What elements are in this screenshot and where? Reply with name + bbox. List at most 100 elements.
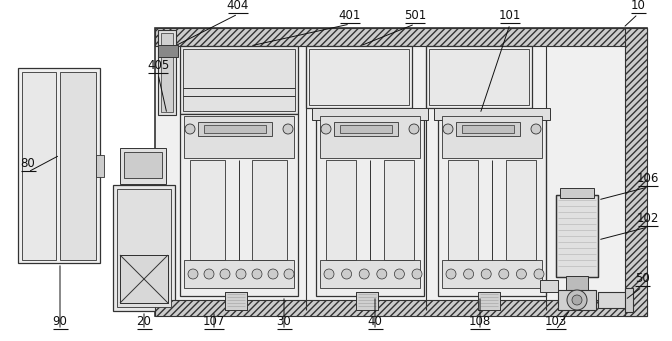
Circle shape [531, 124, 541, 134]
Bar [448, 160, 478, 260]
Circle shape [499, 269, 509, 279]
Text: 404: 404 [227, 0, 249, 12]
Bar [155, 28, 647, 46]
Circle shape [464, 269, 474, 279]
Text: 405: 405 [147, 59, 169, 72]
Circle shape [516, 269, 526, 279]
Bar [306, 46, 412, 108]
Bar [429, 49, 529, 105]
Text: 501: 501 [404, 9, 426, 22]
Bar [60, 72, 96, 260]
Text: 40: 40 [368, 315, 382, 328]
Text: 80: 80 [21, 157, 36, 170]
Bar [334, 122, 398, 136]
Bar [540, 280, 558, 292]
Bar [556, 195, 598, 277]
Text: 10: 10 [630, 0, 645, 12]
Bar [340, 125, 392, 133]
Bar [438, 114, 546, 296]
Circle shape [481, 269, 491, 279]
Bar [180, 114, 298, 296]
Circle shape [321, 124, 331, 134]
Bar [309, 49, 409, 105]
Bar [155, 300, 647, 316]
Bar [384, 160, 414, 260]
Text: 106: 106 [637, 172, 659, 185]
Circle shape [283, 124, 293, 134]
Text: 108: 108 [469, 315, 491, 328]
Text: 103: 103 [545, 315, 567, 328]
Bar [198, 122, 272, 136]
Bar [96, 155, 104, 177]
Bar [560, 188, 594, 198]
Circle shape [220, 269, 230, 279]
Bar [117, 189, 171, 307]
Bar [158, 30, 176, 115]
Bar [356, 292, 378, 310]
Bar [180, 46, 298, 114]
Circle shape [252, 269, 262, 279]
Bar [320, 116, 420, 158]
Circle shape [412, 269, 422, 279]
Bar [184, 116, 294, 158]
Text: 50: 50 [634, 272, 649, 285]
Bar [326, 160, 356, 260]
Circle shape [534, 269, 544, 279]
Circle shape [360, 269, 369, 279]
Circle shape [567, 290, 587, 310]
Bar [184, 260, 294, 288]
Circle shape [377, 269, 387, 279]
Text: 401: 401 [339, 9, 361, 22]
Circle shape [188, 269, 198, 279]
Bar [556, 195, 598, 277]
Bar [161, 33, 173, 112]
Bar [598, 292, 628, 308]
Bar [456, 122, 520, 136]
Bar [120, 255, 168, 303]
Bar [155, 28, 647, 316]
Bar [478, 292, 500, 310]
Circle shape [443, 124, 453, 134]
Circle shape [236, 269, 246, 279]
Bar [625, 28, 647, 316]
Bar [190, 160, 225, 260]
Bar [158, 45, 178, 57]
Circle shape [284, 269, 294, 279]
Circle shape [409, 124, 419, 134]
Bar [316, 114, 424, 296]
Bar [566, 276, 588, 290]
Bar [320, 260, 420, 288]
Text: 101: 101 [499, 9, 521, 22]
Circle shape [446, 269, 456, 279]
Bar [625, 288, 633, 312]
Bar [124, 152, 162, 178]
Bar [113, 185, 175, 311]
Bar [426, 46, 532, 108]
Bar [252, 160, 287, 260]
Bar [18, 68, 100, 263]
Bar [558, 290, 596, 310]
Circle shape [394, 269, 405, 279]
Bar [462, 125, 514, 133]
Text: 102: 102 [637, 212, 659, 225]
Bar [442, 116, 542, 158]
Bar [356, 292, 378, 310]
Circle shape [572, 295, 582, 305]
Bar [204, 125, 266, 133]
Text: 90: 90 [52, 315, 67, 328]
Bar [183, 49, 295, 111]
Bar [225, 292, 247, 310]
Text: 30: 30 [277, 315, 292, 328]
Bar [506, 160, 536, 260]
Bar [442, 260, 542, 288]
Bar [120, 148, 166, 184]
Bar [312, 108, 428, 120]
Circle shape [204, 269, 214, 279]
Circle shape [341, 269, 351, 279]
Bar [22, 72, 56, 260]
Bar [478, 292, 500, 310]
Text: 20: 20 [136, 315, 151, 328]
Circle shape [324, 269, 334, 279]
Bar [434, 108, 550, 120]
Text: 107: 107 [203, 315, 225, 328]
